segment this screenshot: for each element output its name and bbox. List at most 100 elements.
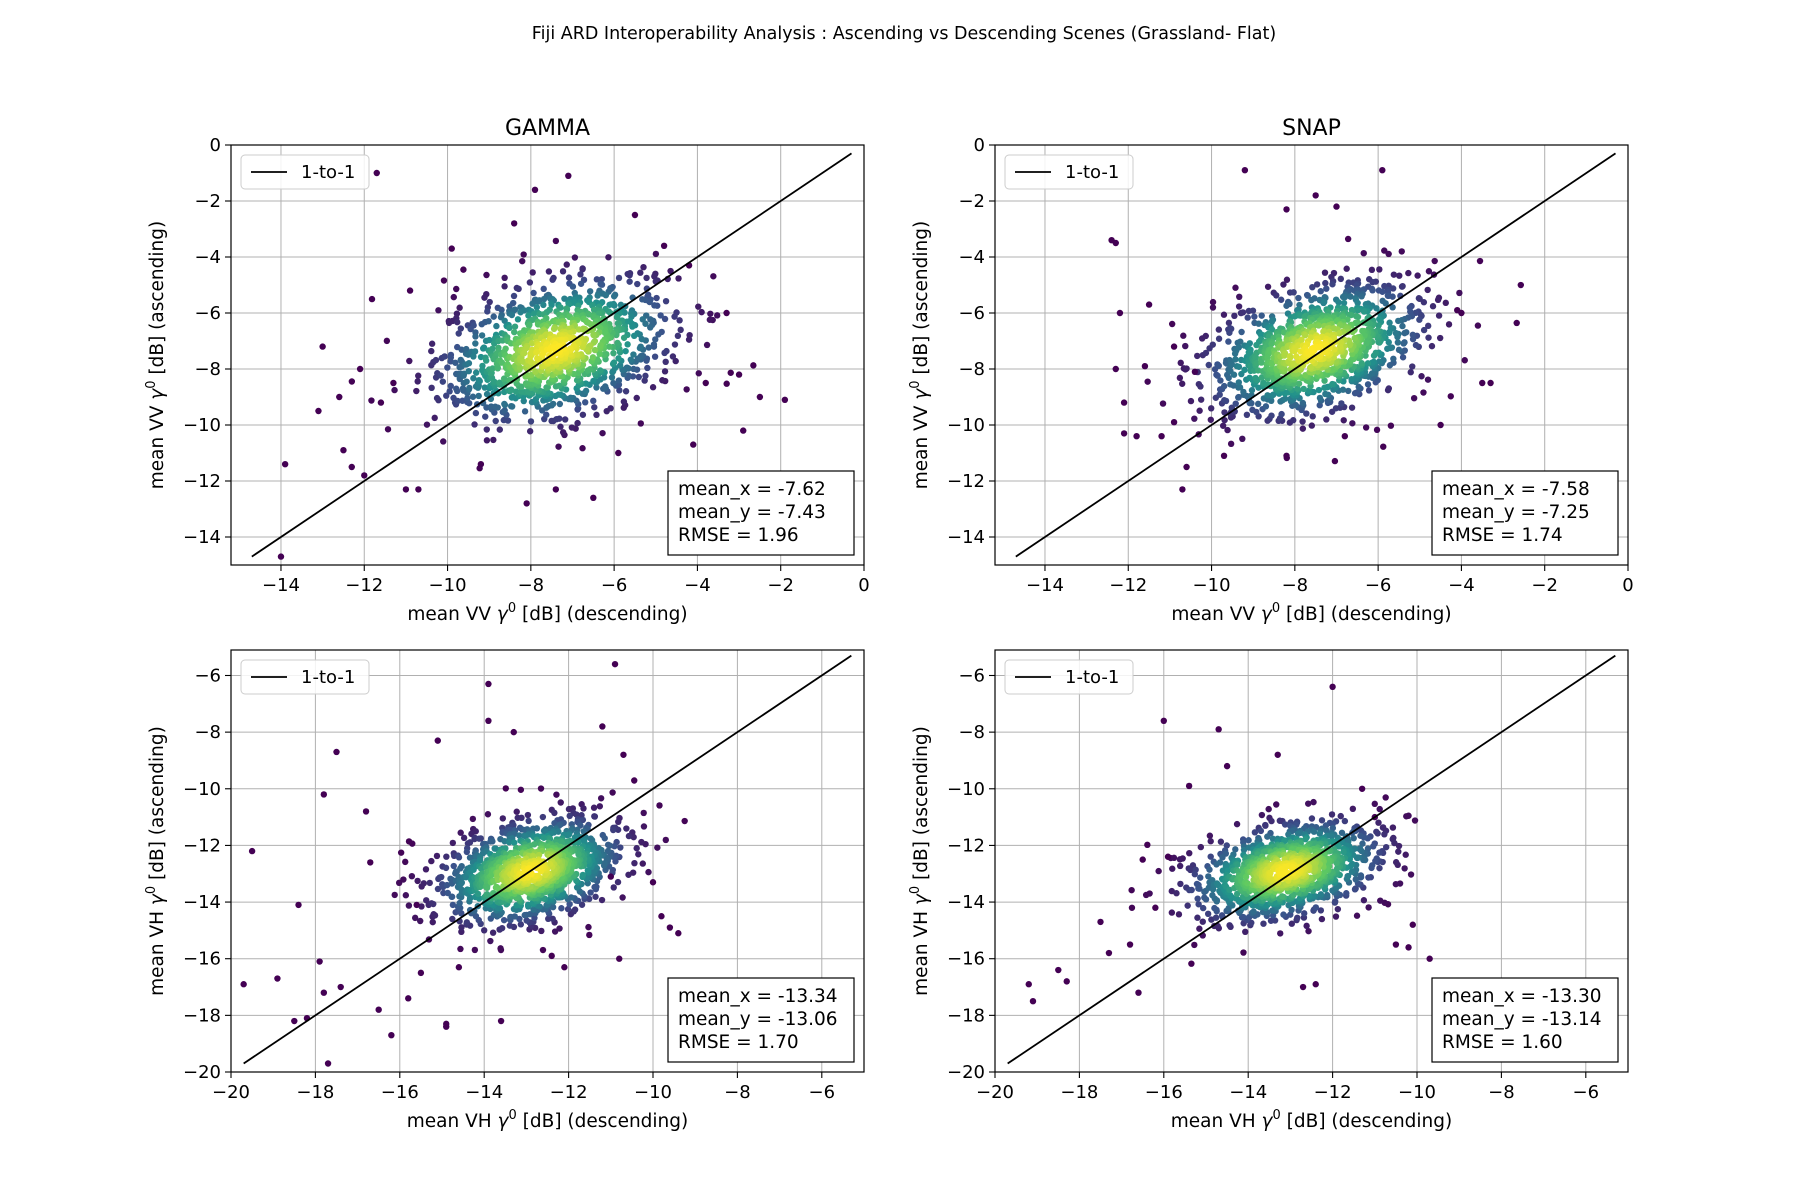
data-point xyxy=(1405,269,1412,277)
data-point xyxy=(552,237,560,245)
data-point xyxy=(610,826,617,834)
data-point xyxy=(1456,289,1463,297)
data-point xyxy=(1176,374,1184,382)
data-point xyxy=(1179,380,1186,387)
data-point xyxy=(1240,846,1248,854)
outlier-point xyxy=(417,969,425,977)
data-point xyxy=(555,391,562,398)
data-point xyxy=(1377,897,1384,904)
data-point xyxy=(466,384,473,392)
outlier-point xyxy=(1158,433,1165,440)
figure-title: Fiji ARD Interoperability Analysis : Asc… xyxy=(532,24,1276,44)
data-point xyxy=(1222,397,1230,405)
data-point xyxy=(604,841,612,848)
data-point xyxy=(1249,307,1257,314)
legend: 1-to-1 xyxy=(240,659,370,695)
data-point xyxy=(650,341,658,348)
data-point xyxy=(414,378,421,385)
data-point xyxy=(1236,293,1243,301)
data-point xyxy=(1303,922,1310,930)
data-point xyxy=(1207,416,1215,423)
data-point xyxy=(1322,279,1329,287)
outlier-point xyxy=(510,728,517,736)
outlier-point xyxy=(1220,452,1228,459)
data-point xyxy=(1283,276,1291,283)
data-point xyxy=(1234,861,1241,868)
data-point xyxy=(610,379,617,387)
data-point xyxy=(652,336,659,343)
data-point xyxy=(634,355,642,362)
data-point xyxy=(1425,268,1433,275)
data-point xyxy=(522,833,529,840)
data-point xyxy=(590,397,597,405)
data-point xyxy=(1354,299,1361,307)
data-point xyxy=(1386,329,1393,337)
outlier-point xyxy=(1145,301,1153,308)
legend-box xyxy=(1004,154,1134,190)
data-point xyxy=(458,928,465,936)
legend: 1-to-1 xyxy=(1004,154,1134,190)
data-point xyxy=(620,398,628,405)
data-point xyxy=(449,839,457,847)
data-point xyxy=(1409,331,1417,339)
data-point xyxy=(589,846,596,853)
data-point xyxy=(470,353,477,360)
y-tick-label: −8 xyxy=(958,722,985,743)
y-tick-label: −8 xyxy=(958,359,985,380)
data-point xyxy=(1264,833,1271,840)
data-point xyxy=(1349,420,1356,427)
outlier-point xyxy=(1405,944,1412,951)
data-point xyxy=(499,815,507,822)
one-to-one-line xyxy=(1007,654,1616,1065)
data-point xyxy=(1392,880,1400,888)
outlier-point xyxy=(1105,949,1113,957)
data-point xyxy=(698,308,705,316)
scatter-points xyxy=(1108,167,1525,493)
data-point xyxy=(486,298,493,306)
plot-frame xyxy=(230,144,865,566)
outlier-point xyxy=(1179,486,1186,493)
stats-line: RMSE = 1.74 xyxy=(1442,525,1563,546)
data-point xyxy=(1230,382,1237,389)
data-point xyxy=(454,318,461,326)
data-point xyxy=(1255,320,1262,327)
data-point xyxy=(441,353,448,360)
outlier-point xyxy=(320,989,328,996)
data-point xyxy=(593,411,600,419)
data-point xyxy=(1364,381,1372,388)
data-point xyxy=(501,317,508,324)
data-point xyxy=(1302,331,1309,339)
data-point xyxy=(1196,925,1203,932)
data-point xyxy=(710,273,717,280)
data-point xyxy=(459,385,467,392)
data-point xyxy=(1238,328,1245,336)
data-point xyxy=(695,370,702,377)
outlier-point xyxy=(660,242,668,249)
stats-line: mean_y = -13.14 xyxy=(1442,1009,1602,1030)
data-point xyxy=(1380,443,1387,450)
data-point xyxy=(1341,817,1349,825)
data-point xyxy=(614,320,622,327)
y-tick-label: −14 xyxy=(947,892,985,913)
data-point xyxy=(1278,893,1286,900)
data-point xyxy=(1215,362,1223,370)
data-point xyxy=(1294,830,1302,837)
outlier-point xyxy=(1120,430,1128,437)
data-point xyxy=(492,417,499,425)
x-axis-label: mean VH γ0 [dB] (descending) xyxy=(407,1108,689,1132)
data-point xyxy=(1352,885,1359,892)
data-point xyxy=(1280,911,1287,918)
data-point xyxy=(591,813,599,820)
data-point xyxy=(1236,384,1244,391)
outlier-point xyxy=(402,486,410,493)
data-point xyxy=(500,375,508,382)
outlier-point xyxy=(1097,918,1104,926)
data-point xyxy=(661,315,669,323)
data-point xyxy=(579,871,587,879)
data-point xyxy=(472,340,479,347)
data-point xyxy=(625,871,632,878)
data-point xyxy=(414,877,421,885)
data-point xyxy=(540,285,547,293)
data-point xyxy=(1241,366,1248,374)
data-point xyxy=(1155,867,1162,875)
